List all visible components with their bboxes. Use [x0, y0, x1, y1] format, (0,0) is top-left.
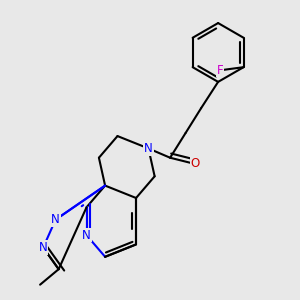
Text: N: N: [39, 241, 48, 254]
Text: F: F: [217, 64, 224, 77]
Text: N: N: [144, 142, 153, 155]
Text: N: N: [82, 229, 91, 242]
Text: O: O: [190, 158, 200, 170]
Text: N: N: [51, 213, 60, 226]
